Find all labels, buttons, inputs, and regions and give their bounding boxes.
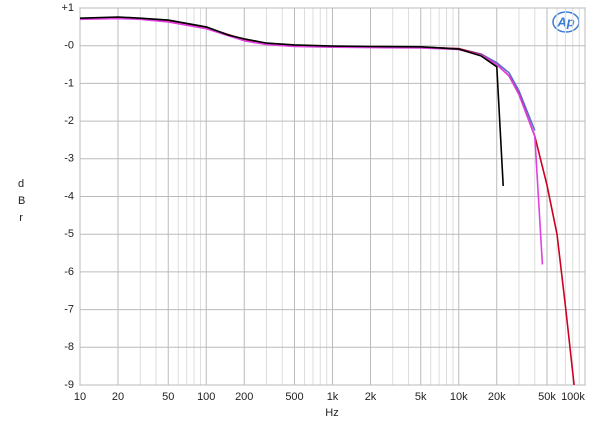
- x-tick-label: 5k: [415, 391, 427, 403]
- y-tick-label: -2: [64, 115, 74, 127]
- x-tick-label: 20k: [488, 391, 506, 403]
- x-tick-label: 100: [197, 391, 215, 403]
- y-tick-label: -3: [64, 153, 74, 165]
- x-tick-label: 200: [235, 391, 253, 403]
- x-tick-label: 20: [112, 391, 124, 403]
- y-tick-label: -7: [64, 304, 74, 316]
- grid: [79, 7, 586, 386]
- x-tick-label: 10: [74, 391, 86, 403]
- series-line: [79, 16, 504, 186]
- series-line: [79, 17, 544, 265]
- x-tick-label: 50k: [538, 391, 556, 403]
- x-tick-label: 100k: [561, 391, 585, 403]
- y-tick-label: +1: [61, 2, 74, 14]
- x-tick-label: 1k: [327, 391, 339, 403]
- x-axis-label: Hz: [325, 407, 338, 419]
- y-tick-label: -4: [64, 190, 74, 202]
- y-tick-label: -1: [64, 77, 74, 89]
- y-axis-label: dBr: [18, 178, 26, 224]
- y-tick-label: -5: [64, 228, 74, 240]
- y-tick-label: -6: [64, 266, 74, 278]
- y-tick-label: -9: [64, 379, 74, 391]
- x-tick-label: 50: [162, 391, 174, 403]
- y-tick-label: -0: [64, 40, 74, 52]
- y-tick-label: -8: [64, 341, 74, 353]
- x-tick-label: 2k: [365, 391, 377, 403]
- x-tick-label: 500: [285, 391, 303, 403]
- x-tick-label: 10k: [450, 391, 468, 403]
